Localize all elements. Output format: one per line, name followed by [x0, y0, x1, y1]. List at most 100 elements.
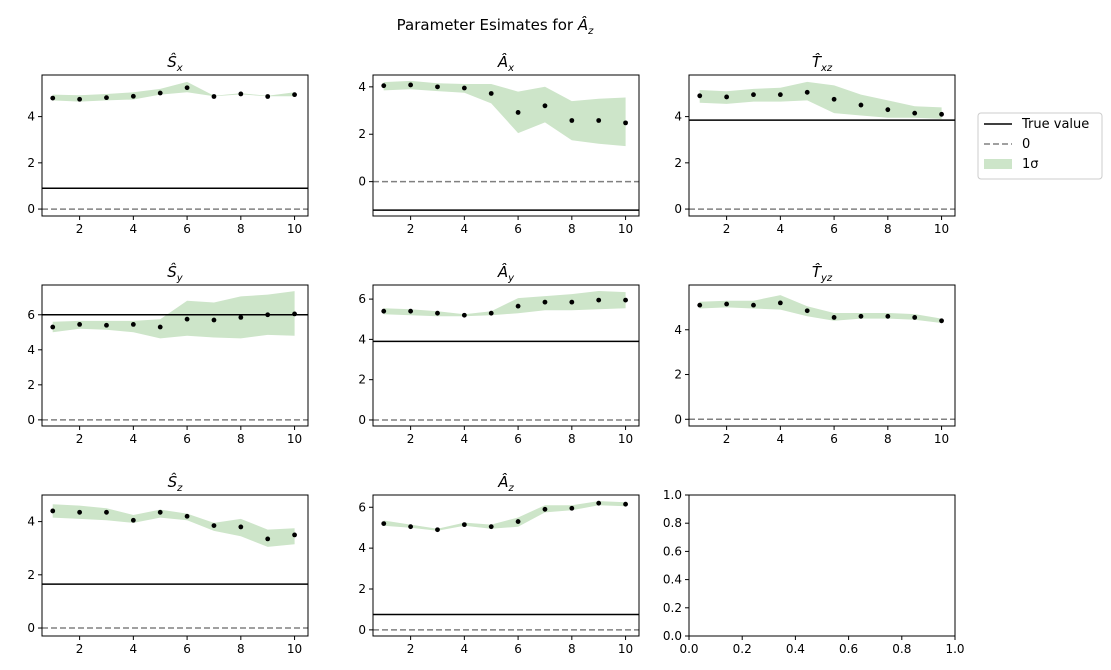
subplot-2: Âx 2 4 6 8 10 0 2 4 — [358, 52, 640, 236]
estimate-point — [184, 316, 190, 322]
y-tick-label: 0 — [674, 412, 682, 426]
estimate-point — [238, 524, 244, 530]
y-tick-label: 4 — [358, 541, 366, 555]
x-tick-label: 6 — [183, 432, 191, 446]
estimate-point — [623, 297, 628, 303]
subplot-title-symbol: Ŝ — [168, 472, 178, 491]
estimate-point — [461, 522, 467, 528]
x-tick-label: 8 — [884, 222, 892, 236]
estimate-point — [77, 509, 83, 515]
estimate-point — [130, 517, 136, 523]
estimate-point — [515, 519, 521, 524]
x-tick-label: 2 — [76, 222, 84, 236]
estimate-point — [488, 524, 494, 530]
estimate-point — [596, 500, 602, 506]
y-tick-label: 0 — [27, 202, 35, 216]
x-tick-label: 8 — [237, 642, 245, 656]
y-tick-label: 6 — [358, 292, 366, 306]
x-tick-label: 2 — [407, 432, 415, 446]
y-tick-label: 0 — [27, 413, 35, 427]
estimate-point — [939, 318, 944, 324]
subplot-title: Ŝz — [168, 472, 184, 494]
estimate-point — [77, 322, 83, 327]
subplot-4: Ŝy 2 4 6 8 10 0 2 4 6 — [27, 262, 309, 446]
estimate-point — [515, 303, 521, 309]
estimate-point — [885, 107, 891, 113]
subplot-title: T̂yz — [812, 262, 833, 284]
subplot-title: Âz — [497, 472, 514, 494]
x-tick-label: 0.0 — [679, 642, 698, 656]
estimate-point — [697, 302, 703, 308]
estimate-point — [184, 85, 190, 91]
sigma-band — [383, 501, 626, 531]
subplot-title-symbol: T̂ — [812, 262, 823, 281]
subplot-title-subscript: z — [508, 483, 515, 494]
subplot-title: Ŝx — [167, 52, 183, 74]
x-tick-label: 6 — [514, 432, 522, 446]
estimate-point — [130, 322, 136, 327]
x-tick-label: 4 — [461, 642, 469, 656]
estimate-point — [408, 524, 414, 530]
y-tick-label: 6 — [358, 500, 366, 514]
x-tick-label: 4 — [130, 222, 138, 236]
estimate-point — [157, 90, 163, 96]
estimate-point — [265, 536, 271, 542]
estimate-point — [50, 95, 56, 101]
y-tick-label: 2 — [674, 156, 682, 170]
estimate-point — [751, 302, 756, 308]
estimate-point — [939, 111, 944, 117]
estimate-point — [831, 315, 837, 320]
x-tick-label: 10 — [287, 642, 302, 656]
x-tick-label: 0.4 — [786, 642, 805, 656]
estimate-point — [569, 505, 575, 511]
estimate-point — [50, 324, 56, 330]
x-tick-label: 10 — [618, 222, 633, 236]
subplot-title: Ŝy — [167, 262, 184, 284]
estimate-point — [804, 89, 810, 95]
estimate-point — [211, 317, 217, 323]
y-tick-label: 2 — [358, 127, 366, 141]
y-tick-label: 0.6 — [663, 544, 682, 558]
axes-frame — [41, 284, 309, 427]
x-tick-label: 6 — [183, 642, 191, 656]
estimate-point — [569, 118, 575, 123]
y-tick-label: 0 — [358, 175, 366, 189]
y-tick-label: 4 — [27, 515, 35, 529]
estimate-point — [461, 85, 467, 91]
subplot-title: Ây — [497, 262, 515, 284]
axes-frame — [41, 494, 309, 637]
estimate-point — [804, 308, 810, 314]
estimate-point — [211, 94, 217, 99]
y-tick-label: 0 — [674, 202, 682, 216]
x-tick-label: 2 — [76, 642, 84, 656]
axes-frame — [688, 494, 956, 637]
y-tick-label: 2 — [27, 568, 35, 582]
estimate-point — [184, 513, 190, 519]
x-tick-label: 4 — [461, 222, 469, 236]
estimate-point — [157, 324, 163, 330]
y-tick-label: 4 — [674, 323, 682, 337]
subplot-title-subscript: x — [507, 63, 514, 74]
subplot-title-subscript: y — [176, 273, 184, 284]
x-tick-label: 2 — [407, 222, 415, 236]
estimate-point — [858, 313, 864, 319]
y-tick-label: 0 — [358, 413, 366, 427]
x-tick-label: 2 — [407, 642, 415, 656]
x-tick-label: 0.2 — [733, 642, 752, 656]
x-tick-label: 6 — [183, 222, 191, 236]
estimate-point — [831, 96, 837, 102]
estimate-point — [130, 93, 136, 99]
x-tick-label: 0.6 — [839, 642, 858, 656]
subplot-5: Ây 2 4 6 8 10 0 2 4 6 — [358, 262, 640, 446]
estimate-point — [697, 93, 703, 99]
estimate-point — [265, 312, 271, 318]
subplot-7: Ŝz 2 4 6 8 10 0 2 4 — [27, 472, 309, 656]
y-tick-label: 0.4 — [663, 573, 682, 587]
subplot-title-symbol: Â — [497, 52, 508, 71]
y-tick-label: 0 — [27, 621, 35, 635]
estimate-point — [435, 84, 440, 90]
x-tick-label: 6 — [514, 222, 522, 236]
estimate-point — [912, 110, 918, 116]
estimate-point — [488, 91, 494, 96]
